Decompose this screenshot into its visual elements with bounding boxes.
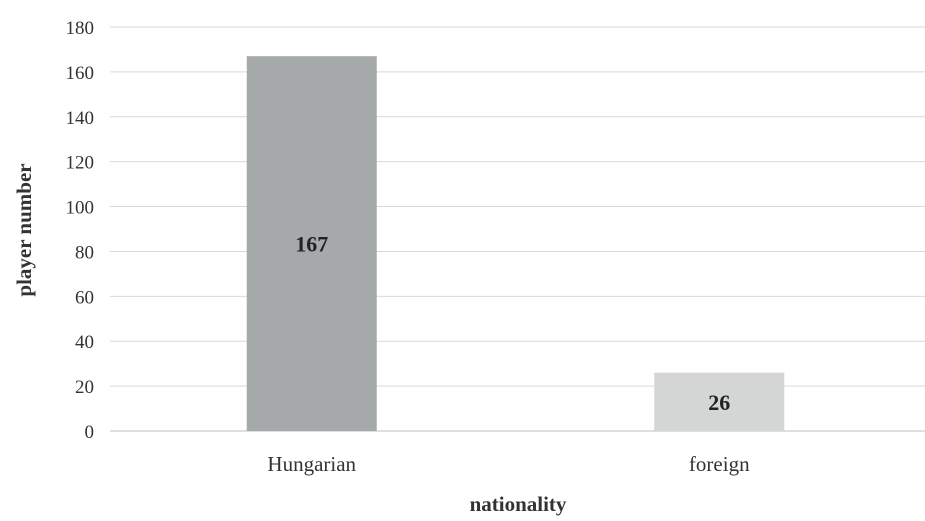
x-category-label: foreign [689, 452, 750, 476]
data-label: 26 [708, 390, 730, 415]
y-tick-label: 180 [66, 18, 95, 39]
y-tick-label: 160 [66, 63, 95, 84]
gridlines [110, 26, 925, 432]
bar-foreign [654, 372, 785, 431]
y-tick-label: 140 [66, 108, 95, 129]
y-tick-label: 60 [75, 287, 94, 308]
y-axis-title: player number [12, 163, 36, 296]
x-axis-categories: Hungarian foreign [267, 452, 750, 476]
y-tick-label: 0 [85, 422, 95, 443]
data-label: 167 [295, 232, 328, 257]
y-tick-label: 80 [75, 242, 94, 263]
bars: 167 26 [246, 56, 785, 432]
y-tick-label: 40 [75, 332, 94, 353]
x-axis-title: nationality [470, 492, 567, 516]
y-tick-label: 20 [75, 377, 94, 398]
y-axis-ticks: 0 20 40 60 80 100 120 140 160 180 [66, 18, 95, 443]
y-tick-label: 120 [66, 153, 95, 174]
bar-hungarian [246, 56, 377, 432]
x-category-label: Hungarian [267, 452, 356, 476]
y-tick-label: 100 [66, 198, 95, 219]
